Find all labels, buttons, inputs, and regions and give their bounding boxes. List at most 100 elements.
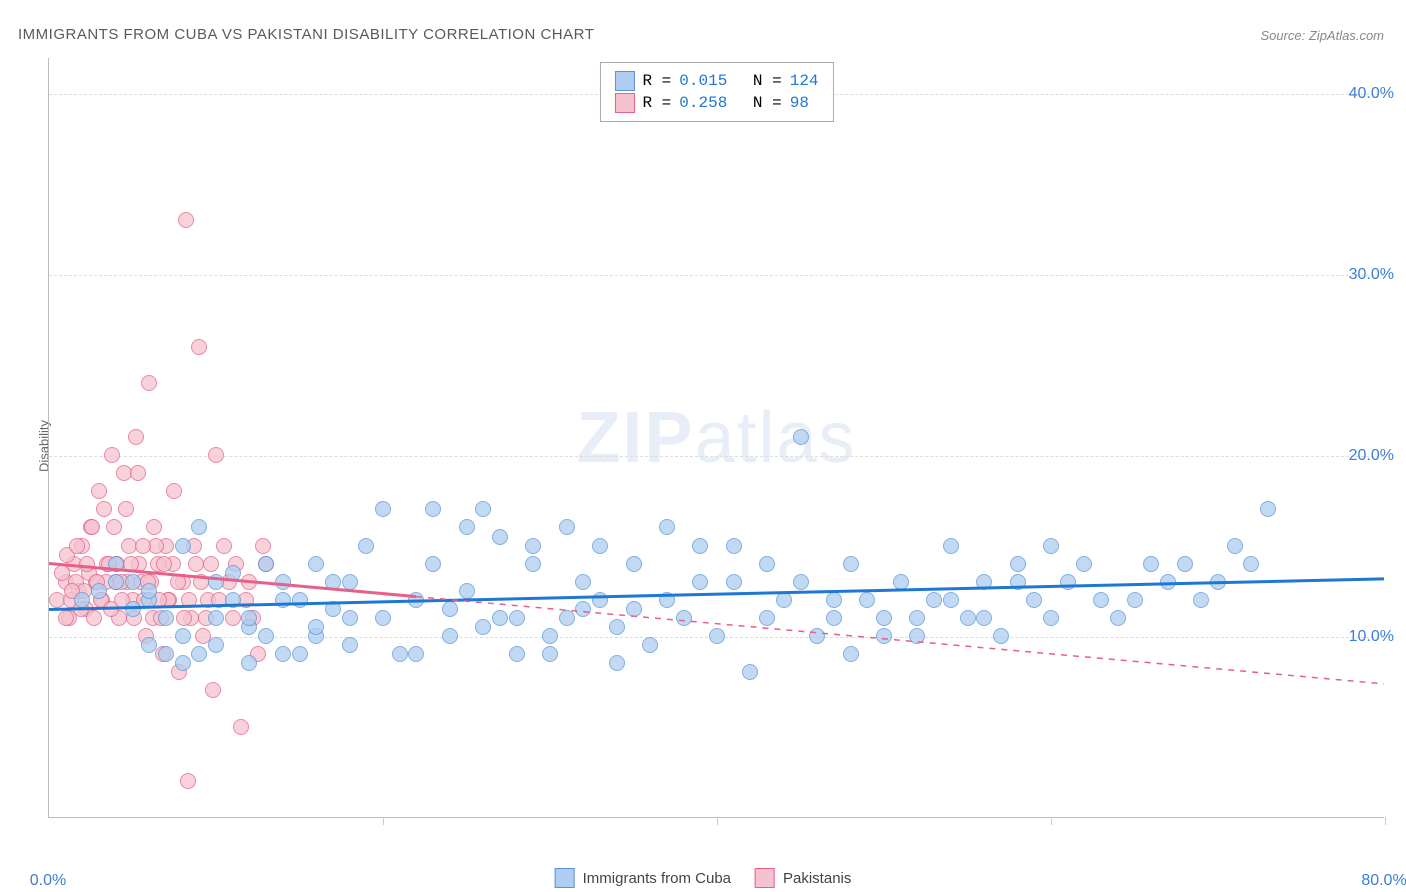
scatter-point [525,538,541,554]
scatter-point [225,565,241,581]
watermark-bold: ZIP [576,398,694,478]
stats-n-value-1: 98 [790,94,809,112]
scatter-point [1243,556,1259,572]
scatter-point [876,628,892,644]
scatter-point [492,529,508,545]
scatter-point [96,501,112,517]
scatter-point [292,592,308,608]
stats-n-label: N = [753,72,782,90]
scatter-point [125,574,141,590]
scatter-point [876,610,892,626]
scatter-point [275,574,291,590]
scatter-point [1127,592,1143,608]
scatter-point [475,619,491,635]
scatter-point [442,601,458,617]
scatter-point [1010,574,1026,590]
scatter-point [1210,574,1226,590]
legend-swatch [555,868,575,888]
scatter-point [1143,556,1159,572]
scatter-point [91,483,107,499]
scatter-point [726,538,742,554]
scatter-point [793,429,809,445]
scatter-point [592,538,608,554]
chart-title: IMMIGRANTS FROM CUBA VS PAKISTANI DISABI… [18,26,594,43]
legend-item: Pakistanis [755,868,851,888]
scatter-point [559,610,575,626]
scatter-point [776,592,792,608]
scatter-point [559,519,575,535]
scatter-point [542,646,558,662]
scatter-point [1110,610,1126,626]
scatter-point [408,646,424,662]
scatter-point [1160,574,1176,590]
scatter-point [308,619,324,635]
scatter-point [1177,556,1193,572]
scatter-point [208,574,224,590]
scatter-point [742,664,758,680]
scatter-point [1060,574,1076,590]
stats-row-series-1: R = 0.258 N = 98 [614,93,818,113]
scatter-point [843,556,859,572]
scatter-point [726,574,742,590]
scatter-point [130,465,146,481]
scatter-point [342,610,358,626]
stats-r-value-0: 0.015 [679,72,727,90]
scatter-point [180,773,196,789]
watermark-light: atlas [694,398,856,478]
bottom-legend: Immigrants from Cuba Pakistanis [555,868,852,888]
legend-item: Immigrants from Cuba [555,868,731,888]
scatter-point [1227,538,1243,554]
scatter-point [175,628,191,644]
scatter-point [166,483,182,499]
scatter-point [859,592,875,608]
scatter-point [1043,610,1059,626]
scatter-point [141,375,157,391]
scatter-point [191,646,207,662]
scatter-point [58,610,74,626]
scatter-point [459,583,475,599]
scatter-point [575,601,591,617]
scatter-point [156,556,172,572]
legend-label: Immigrants from Cuba [583,870,731,887]
scatter-point [91,583,107,599]
trend-lines [49,58,1384,817]
scatter-point [193,574,209,590]
scatter-point [141,583,157,599]
scatter-point [793,574,809,590]
legend-swatch [755,868,775,888]
scatter-point [976,574,992,590]
x-tick-label-left: 0.0% [30,872,66,890]
scatter-point [459,519,475,535]
scatter-point [676,610,692,626]
scatter-point [141,637,157,653]
scatter-point [69,538,85,554]
stats-legend: R = 0.015 N = 124 R = 0.258 N = 98 [599,62,833,122]
scatter-point [408,592,424,608]
scatter-point [175,538,191,554]
scatter-point [626,601,642,617]
y-tick-label: 30.0% [1349,266,1394,284]
y-tick-label: 40.0% [1349,85,1394,103]
scatter-point [188,556,204,572]
scatter-point [659,519,675,535]
x-tick-label-right: 80.0% [1361,872,1406,890]
scatter-point [170,574,186,590]
scatter-point [258,556,274,572]
swatch-series-1 [614,93,634,113]
scatter-point [108,556,124,572]
legend-label: Pakistanis [783,870,851,887]
scatter-point [609,655,625,671]
scatter-point [233,719,249,735]
scatter-point [509,610,525,626]
scatter-point [255,538,271,554]
scatter-point [425,556,441,572]
scatter-point [976,610,992,626]
scatter-point [943,592,959,608]
scatter-point [241,574,257,590]
scatter-point [216,538,232,554]
scatter-point [342,637,358,653]
scatter-point [759,610,775,626]
scatter-point [993,628,1009,644]
scatter-point [125,601,141,617]
scatter-point [709,628,725,644]
